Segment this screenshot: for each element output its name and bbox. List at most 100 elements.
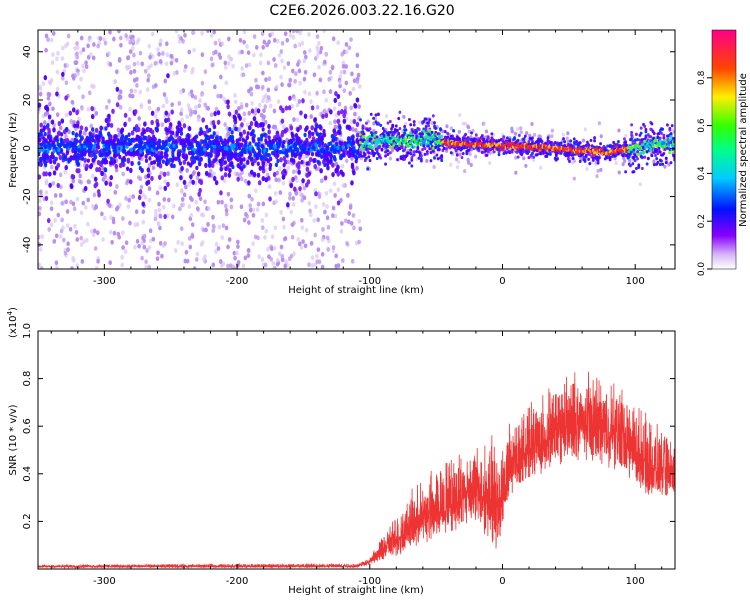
spectrogram-cell [288,96,292,101]
spectrogram-cell [328,121,332,126]
spectrogram-cell [278,139,281,143]
spectrogram-cell [53,239,57,244]
spectrogram-cell [314,143,317,147]
spectrogram-cell [398,127,401,130]
spectrogram-cell [567,143,570,146]
spectrogram-cell [371,146,374,149]
spectrogram-cell [242,164,245,168]
spectrogram-cell [301,225,305,230]
spectrogram-cell [163,92,167,97]
spectrogram-cell [89,164,93,169]
spectrogram-cell [235,127,238,131]
spectrogram-cell [262,114,266,119]
spectrogram-cell [147,99,151,104]
spectrogram-cell [73,224,77,229]
spectrogram-cell [77,85,81,90]
spectrogram-cell [71,73,75,78]
spectrogram-cell [39,92,43,97]
spectrogram-cell [82,68,86,73]
spectrogram-cell [267,254,271,259]
spectrogram-cell [366,167,369,170]
spectrogram-cell [136,239,140,244]
spectrogram-cell [315,259,319,264]
spectrogram-cell [362,135,365,138]
spectrogram-cell [83,148,86,152]
spectrogram-cell [132,153,135,157]
spectrogram-cell [144,259,148,264]
spectrogram-cell [551,129,554,133]
spectrogram-cell [51,60,55,65]
spectrogram-cell [598,121,601,125]
spectrogram-cell [308,130,312,135]
spectrogram-cell [316,152,319,156]
spectrogram-cell [261,218,265,223]
spectrogram-cell [316,124,319,128]
spectrogram-cell [54,193,58,198]
spectrogram-cell [582,138,585,142]
spectrogram-cell [251,108,255,113]
spectrogram-cell [196,141,199,145]
spectrogram-cell [88,38,92,43]
spectrogram-cell [282,140,285,144]
spectrogram-cell [242,263,246,268]
spectrogram-cell [120,145,123,149]
spectrogram-cell [347,219,351,224]
spectrogram-cell [293,44,297,49]
spectrogram-cell [298,186,302,191]
spectrogram-cell [234,153,237,157]
spectrogram-cell [96,230,100,235]
spectrogram-cell [342,145,345,149]
spectrogram-cell [238,137,241,141]
spectrogram-cell [65,113,69,118]
spectrogram-cell [304,128,307,132]
spectrogram-cell [228,237,232,242]
spectrogram-cell [211,263,215,268]
spectrogram-cell [198,98,202,103]
spectrogram-cell [113,154,116,158]
spectrogram-cell [200,92,204,97]
spectrogram-cell [263,149,266,153]
spectrogram-cell [379,124,382,127]
spectrogram-cell [156,191,160,196]
spectrogram-cell [129,179,133,184]
spectrogram-cell [572,157,575,160]
spectrogram-cell [244,179,248,184]
spectrogram-cell [573,137,576,140]
spectrogram-cell [112,37,116,42]
spectrogram-cell [273,172,277,177]
spectrogram-cell [245,214,249,219]
spectrogram-cell [349,119,353,124]
spectrogram-cell [57,163,61,168]
spectrogram-cell [128,117,132,122]
spectrogram-cell [213,111,217,116]
spectrogram-cell [145,159,148,163]
spectrogram-cell [288,105,292,110]
spectrogram-cell [110,123,114,128]
spectrogram-cell [42,136,45,140]
spectrogram-cell [244,143,247,147]
spectrogram-cell [104,174,108,179]
spectrogram-cell [205,141,208,145]
spectrogram-cell [203,102,207,107]
spectrogram-cell [381,148,384,151]
spectrogram-cell [363,138,366,141]
spectrogram-cell [174,248,178,253]
spectrogram-cell [229,57,233,62]
spectrogram-cell [275,163,278,167]
spectrogram-cell [107,152,110,156]
spectrogram-cell [513,136,516,139]
spectrogram-cell [341,258,345,263]
spectrogram-cell [48,114,52,119]
spectrogram-cell [160,155,163,159]
spectrogram-cell [652,159,655,163]
spectrogram-cell [308,209,312,214]
spectrogram-cell [311,105,315,110]
spectrogram-cell [47,218,51,223]
spectrogram-cell [239,165,242,169]
spectrogram-cell [419,132,422,135]
spectrogram-cell [184,185,188,190]
spectrogram-cell [240,105,244,110]
spectrogram-cell [177,152,180,156]
spectrogram-cell [311,263,315,268]
spectrogram-cell [193,156,196,160]
